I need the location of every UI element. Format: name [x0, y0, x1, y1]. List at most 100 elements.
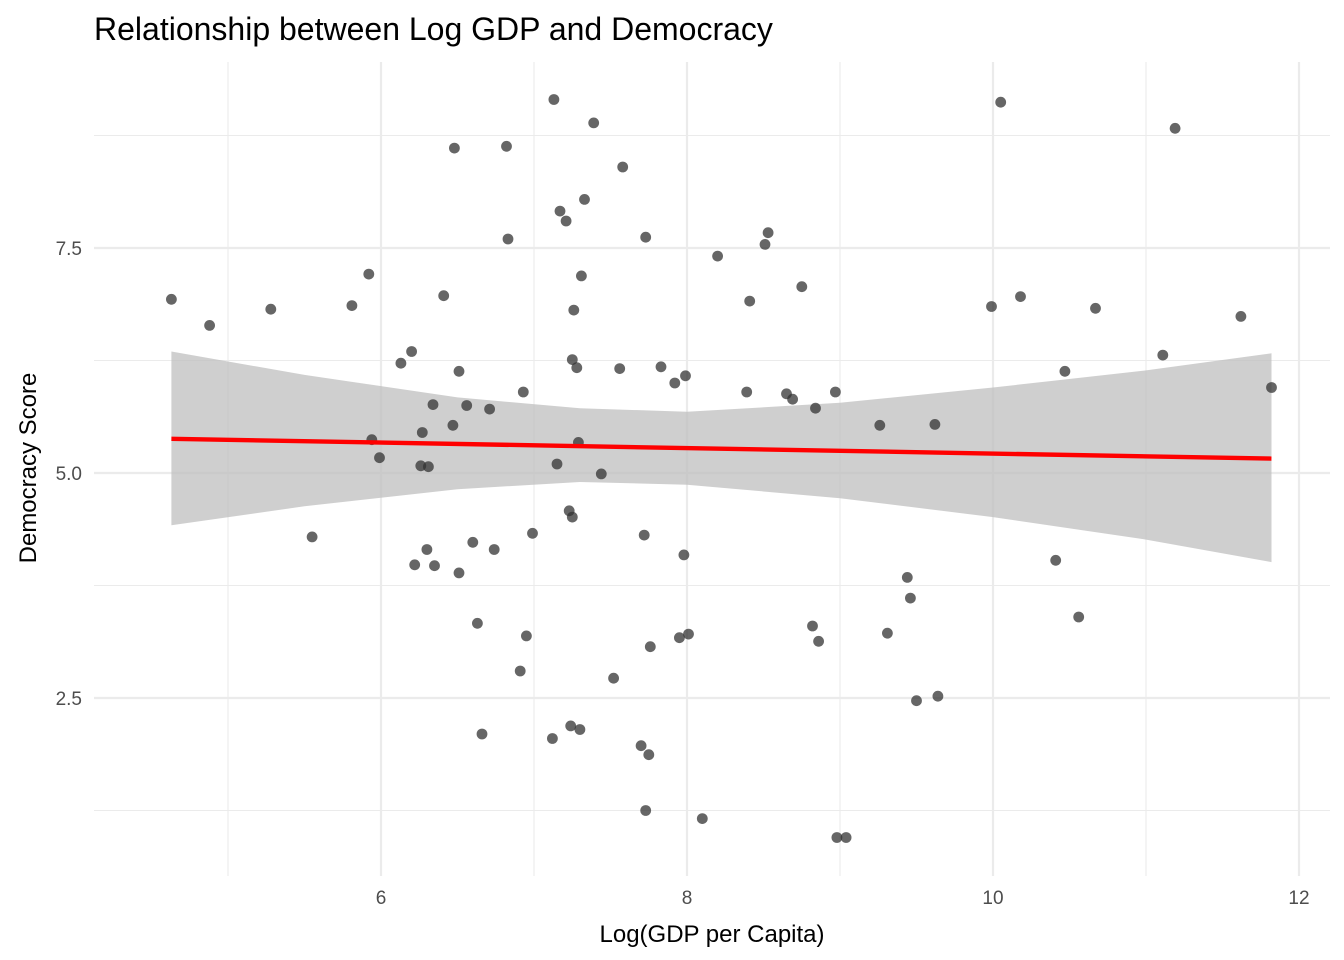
data-point — [643, 749, 655, 761]
data-point — [614, 363, 626, 374]
data-point — [579, 194, 590, 205]
data-point — [741, 386, 753, 398]
data-point — [831, 832, 843, 843]
data-point — [484, 403, 495, 415]
data-point — [680, 370, 691, 382]
data-point — [488, 544, 500, 555]
data-point — [166, 293, 177, 305]
data-point — [306, 531, 318, 543]
data-point — [638, 529, 650, 541]
data-point — [548, 94, 560, 105]
data-point — [566, 511, 578, 523]
x-tick-label: 8 — [682, 888, 693, 909]
data-point — [762, 227, 774, 239]
data-point — [560, 215, 572, 227]
data-point — [796, 281, 808, 293]
data-point — [995, 96, 1007, 108]
x-tick-label: 10 — [982, 888, 1003, 909]
data-point — [547, 733, 558, 744]
data-point — [576, 270, 587, 282]
data-point — [374, 452, 385, 464]
y-tick-label: 5.0 — [56, 464, 82, 485]
data-point — [574, 724, 586, 735]
data-point — [472, 617, 483, 629]
data-point — [568, 304, 580, 316]
data-point — [409, 559, 421, 571]
data-point — [1059, 365, 1071, 377]
data-point — [744, 295, 756, 307]
data-point — [501, 140, 512, 152]
data-point — [640, 231, 652, 243]
data-point — [932, 690, 944, 702]
data-point — [449, 142, 460, 154]
data-point — [423, 461, 434, 473]
data-point — [813, 635, 824, 647]
data-point — [416, 427, 428, 438]
data-point — [571, 362, 583, 374]
data-point — [565, 720, 577, 732]
data-point — [759, 239, 771, 250]
data-point — [514, 665, 526, 677]
points-layer — [166, 94, 1277, 843]
data-point — [617, 161, 629, 173]
data-point — [363, 268, 375, 280]
data-point — [447, 419, 459, 431]
data-point — [265, 303, 277, 315]
data-point — [429, 560, 440, 572]
data-point — [453, 365, 465, 377]
data-point — [1073, 611, 1085, 623]
data-point — [204, 320, 216, 331]
data-point — [551, 458, 563, 470]
data-point — [644, 641, 656, 653]
y-tick-labels: 2.5 5.0 7.5 — [56, 239, 82, 710]
data-point — [1266, 382, 1277, 393]
data-point — [554, 205, 566, 217]
data-point — [986, 301, 997, 312]
data-point — [712, 250, 723, 262]
x-tick-label: 6 — [376, 888, 387, 909]
data-point — [1050, 554, 1062, 566]
chart-title: Relationship between Log GDP and Democra… — [94, 11, 773, 47]
data-point — [1157, 349, 1169, 361]
y-tick-label: 2.5 — [56, 689, 82, 710]
data-point — [874, 419, 886, 431]
x-axis-title: Log(GDP per Capita) — [600, 921, 825, 948]
data-point — [1015, 291, 1026, 302]
data-point — [683, 628, 694, 640]
data-point — [1090, 302, 1101, 314]
data-point — [421, 544, 433, 555]
data-point — [1235, 311, 1247, 322]
data-point — [810, 402, 821, 414]
data-point — [911, 695, 922, 707]
data-point — [527, 527, 538, 539]
data-point — [929, 419, 941, 430]
x-tick-label: 12 — [1288, 888, 1309, 909]
data-point — [882, 627, 893, 639]
data-point — [588, 117, 600, 129]
data-point — [566, 354, 578, 365]
data-point — [467, 536, 479, 548]
data-point — [395, 357, 407, 369]
data-point — [406, 346, 417, 357]
data-point — [608, 672, 619, 684]
y-tick-label: 7.5 — [56, 239, 82, 260]
data-point — [453, 567, 465, 579]
data-point — [678, 549, 690, 561]
data-point — [787, 393, 798, 405]
data-point — [635, 740, 647, 752]
data-point — [521, 630, 532, 642]
fit-line — [171, 436, 1272, 461]
data-point — [461, 400, 473, 411]
data-point — [830, 386, 841, 398]
data-point — [905, 592, 916, 604]
data-point — [346, 300, 358, 311]
data-point — [640, 805, 652, 816]
minor-grid — [94, 62, 1330, 876]
y-axis-title: Democracy Score — [15, 373, 42, 564]
data-point — [655, 361, 667, 373]
data-point — [1169, 122, 1181, 134]
data-point — [427, 399, 439, 410]
data-point — [696, 813, 708, 824]
data-point — [674, 632, 685, 644]
